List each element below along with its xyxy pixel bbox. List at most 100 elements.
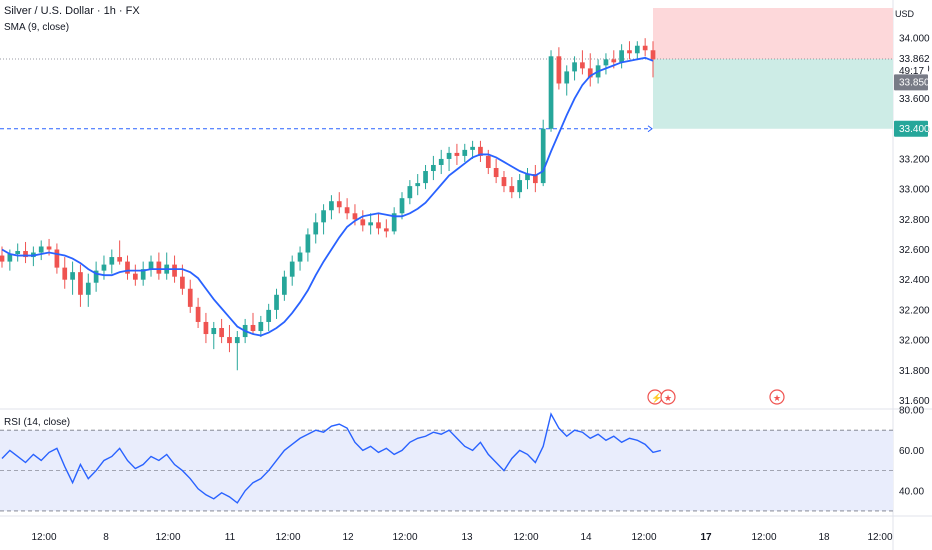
time-tick-label: 12:00 xyxy=(392,532,417,543)
time-tick-label: 12:00 xyxy=(155,532,180,543)
us-flag-icon xyxy=(660,389,676,405)
time-tick-label: 13 xyxy=(461,532,473,543)
candle xyxy=(603,53,609,75)
candle-body xyxy=(368,222,373,226)
time-tick-label: 12:00 xyxy=(751,532,776,543)
candle-body xyxy=(258,321,264,332)
candle-body xyxy=(407,186,413,199)
rsi-tick-label: 60.00 xyxy=(899,446,924,457)
candle xyxy=(462,143,468,162)
candle-body xyxy=(274,294,279,310)
rsi-line xyxy=(1,412,662,504)
candle-body xyxy=(540,128,546,184)
candle xyxy=(125,255,130,280)
candle-body xyxy=(564,71,570,84)
us-flag-icon-glyph: ★ xyxy=(773,393,781,403)
candle xyxy=(642,38,648,57)
candle-body xyxy=(180,276,185,289)
rsi-legend[interactable]: RSI (14, close) xyxy=(4,417,71,428)
candle xyxy=(556,47,562,90)
candle xyxy=(156,252,162,280)
candle-body xyxy=(344,207,350,214)
candle xyxy=(62,257,68,289)
candle-body xyxy=(431,164,436,172)
time-tick-label: 12:00 xyxy=(867,532,892,543)
candle xyxy=(274,288,279,319)
candle xyxy=(305,228,311,262)
candle-body xyxy=(485,155,491,168)
candle xyxy=(148,255,154,277)
candle xyxy=(258,315,264,338)
candle xyxy=(140,261,146,286)
entry-arrow-icon xyxy=(647,125,653,133)
candle-body xyxy=(227,337,232,344)
candle xyxy=(266,303,272,332)
candle xyxy=(38,240,44,261)
candle-body xyxy=(532,174,538,184)
candle-body xyxy=(478,146,483,156)
time-tick-label: 12:00 xyxy=(513,532,538,543)
candle-body xyxy=(548,56,554,129)
candle-body xyxy=(7,254,13,262)
price-tick-label: 32.000 xyxy=(899,336,930,347)
candle xyxy=(431,155,436,181)
candle xyxy=(587,53,593,87)
candle xyxy=(336,192,342,214)
candle-body xyxy=(572,62,577,72)
sma-legend[interactable]: SMA (9, close) xyxy=(4,22,70,33)
candle-body xyxy=(517,180,523,193)
candle-body xyxy=(336,201,342,208)
candle-body xyxy=(525,174,530,181)
price-tick-label: 32.400 xyxy=(899,275,930,286)
time-tick-label: 12:00 xyxy=(275,532,300,543)
candle xyxy=(368,213,373,235)
rsi-tick-label: 40.00 xyxy=(899,486,924,497)
candle-body xyxy=(376,222,381,229)
candle-body xyxy=(203,321,209,335)
candle xyxy=(470,140,475,159)
time-tick-label: 17 xyxy=(700,532,712,543)
candle-body xyxy=(156,261,162,274)
flash-icon-glyph: ⚡ xyxy=(651,392,662,404)
candle xyxy=(627,41,632,60)
time-tick-label: 14 xyxy=(580,532,592,543)
candle-body xyxy=(399,198,405,214)
last-price-tag-countdown: 49:17 xyxy=(899,66,924,77)
candle xyxy=(219,318,224,344)
candle-body xyxy=(297,252,303,262)
candle-body xyxy=(493,168,499,178)
price-tick-label: 34.000 xyxy=(899,34,930,45)
candle-body xyxy=(38,246,44,253)
entry-price-tag: 33.400 xyxy=(899,124,930,135)
price-tick-label: 32.200 xyxy=(899,305,930,316)
price-tick-label: 31.800 xyxy=(899,366,930,377)
candle-body xyxy=(101,264,107,271)
candle-body xyxy=(352,213,358,220)
candle xyxy=(376,213,381,235)
price-tick-label: 32.600 xyxy=(899,245,930,256)
candle-body xyxy=(611,59,617,63)
candle xyxy=(344,198,350,220)
candle xyxy=(634,41,640,60)
candle-body xyxy=(313,222,319,235)
candle xyxy=(580,50,585,75)
candle-body xyxy=(580,62,585,69)
candle xyxy=(297,246,303,271)
candle xyxy=(70,261,75,295)
candle xyxy=(415,174,421,196)
sma-price-tag: 33.850 xyxy=(899,77,930,88)
candle-body xyxy=(125,261,130,274)
time-tick-label: 12:00 xyxy=(631,532,656,543)
candle xyxy=(15,243,21,262)
candle-body xyxy=(266,309,272,322)
candle xyxy=(572,56,577,81)
us-flag-icon-glyph: ★ xyxy=(664,393,672,403)
candle xyxy=(329,195,334,220)
currency-label[interactable]: USD xyxy=(894,9,914,19)
symbol-title[interactable]: Silver / U.S. Dollar · 1h · FX xyxy=(4,5,140,17)
candle xyxy=(321,204,326,235)
candle-body xyxy=(15,251,21,255)
candle xyxy=(234,331,240,371)
candle-body xyxy=(219,328,224,338)
